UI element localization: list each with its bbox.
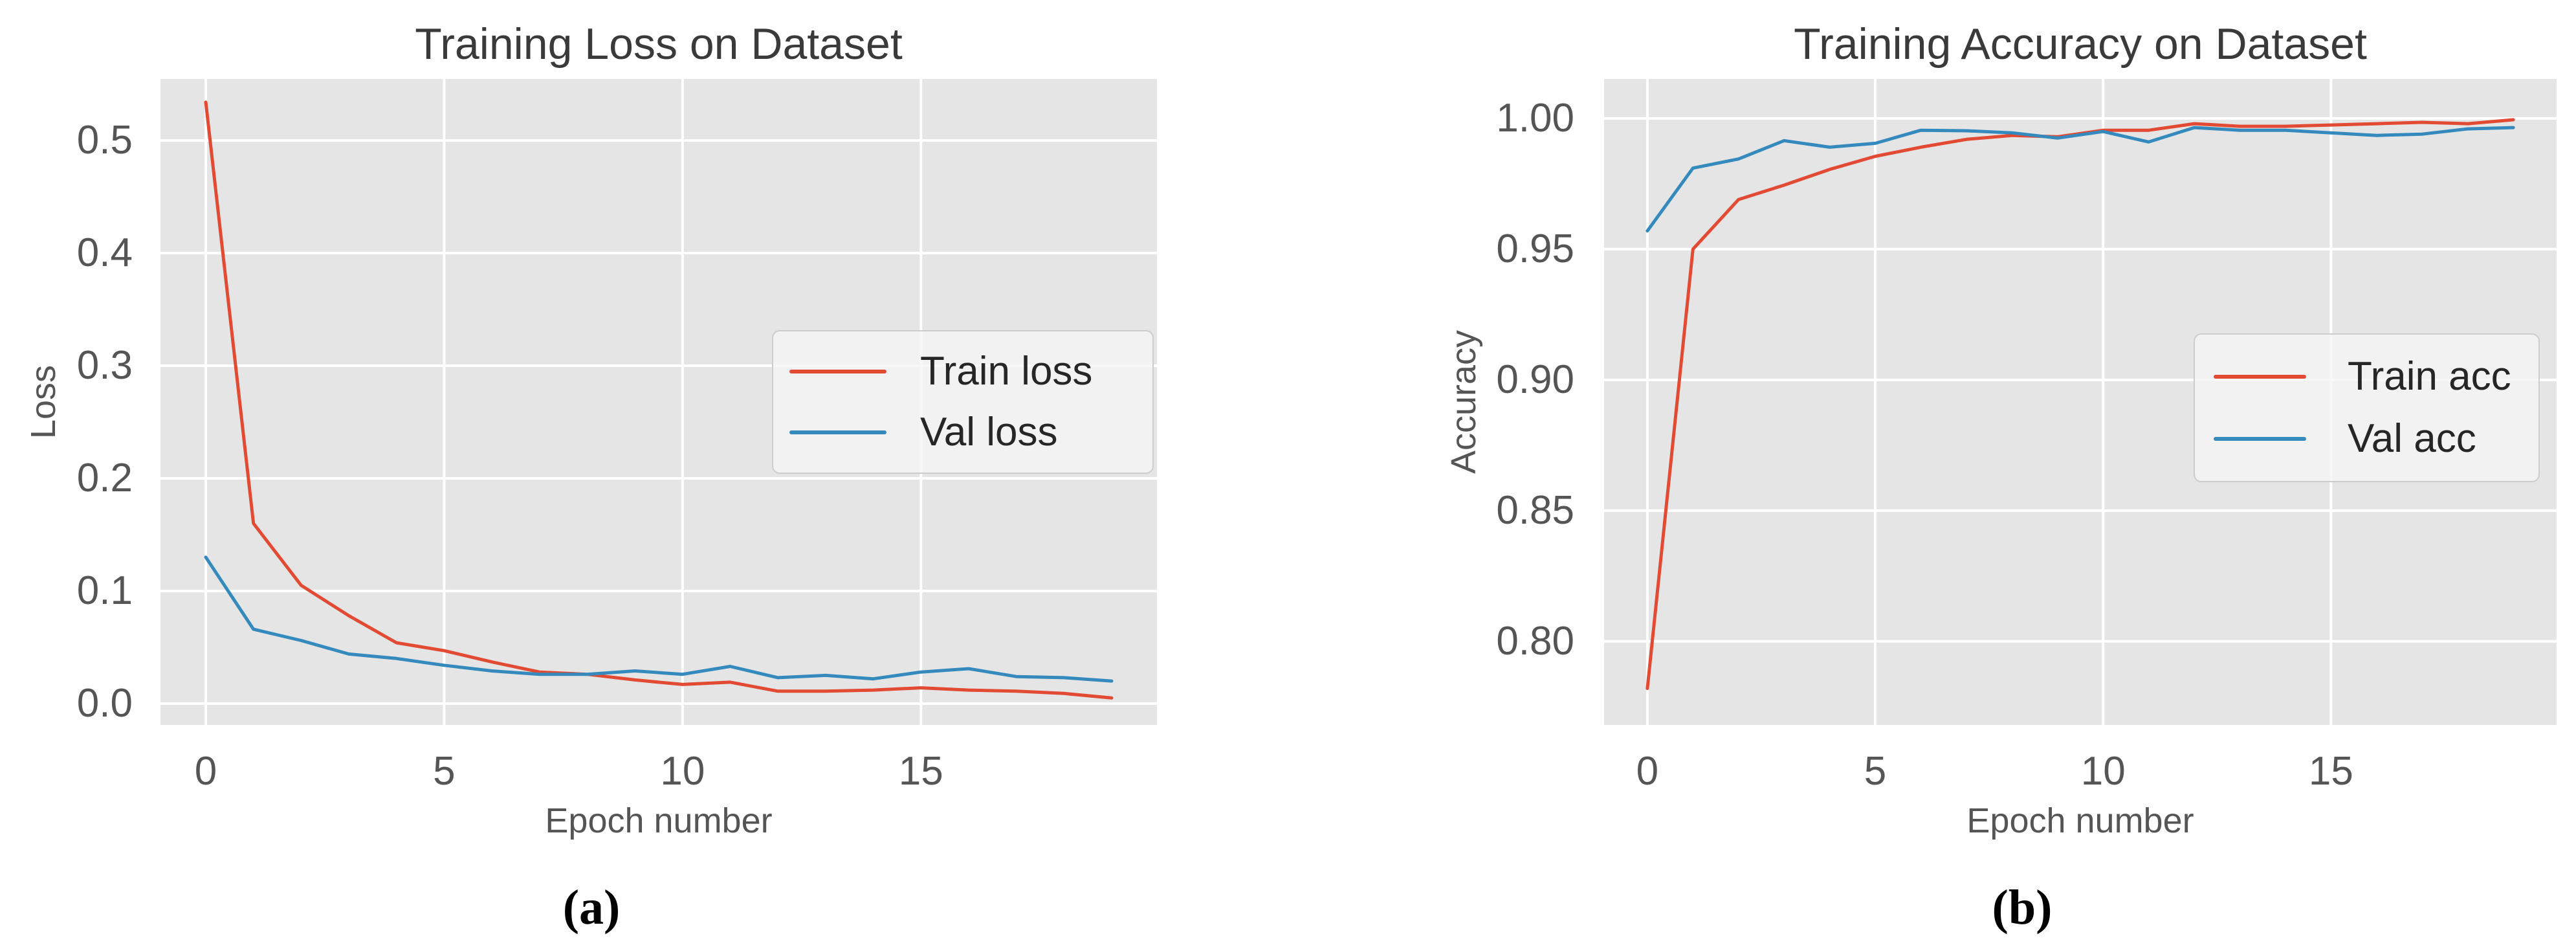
legend-label-val-acc: Val acc [2348,416,2476,461]
y-tick-label: 0.3 [76,342,133,388]
legend-label-train-loss: Train loss [920,349,1093,394]
x-tick-label: 15 [2308,749,2353,794]
y-tick-label: 0.85 [1496,487,1574,533]
x-tick-label: 10 [2080,749,2126,794]
train-loss-line-swatch [789,370,886,374]
x-tick-label: 5 [1864,749,1887,794]
plot-area [1604,79,2557,725]
y-tick-label: 0.0 [76,680,133,726]
subfigure-caption-b: (b) [1992,880,2053,935]
legend-label-val-loss: Val loss [920,409,1058,454]
subfigure-caption-a: (a) [562,880,621,935]
accuracy-plot-canvas [1604,79,2557,725]
val-acc-line-swatch [2214,437,2306,441]
x-tick-label: 0 [194,749,217,794]
x-tick-label: 10 [660,749,705,794]
chart-title: Training Loss on Dataset [415,19,903,69]
legend-row: Val loss [773,412,1152,452]
legend-row: Train loss [773,351,1152,392]
y-tick-label: 0.5 [76,117,133,162]
val-loss-line-swatch [789,430,886,434]
y-tick-label: 0.80 [1496,618,1574,663]
legend: Train loss Val loss [772,330,1154,474]
x-tick-label: 5 [433,749,456,794]
legend-row: Val acc [2195,419,2538,459]
legend: Train acc Val acc [2194,333,2540,482]
y-tick-label: 0.2 [76,455,133,500]
train-acc-line-swatch [2214,375,2306,379]
train-loss-line [204,100,1114,700]
val-loss-line [204,555,1114,683]
x-tick-label: 15 [898,749,943,794]
y-tick-label: 0.90 [1496,357,1574,402]
y-tick-label: 0.95 [1496,226,1574,271]
x-axis-label: Epoch number [1966,801,2194,840]
chart-title: Training Accuracy on Dataset [1794,19,2367,69]
legend-row: Train acc [2195,357,2538,397]
y-tick-label: 0.4 [76,230,133,275]
x-tick-label: 0 [1636,749,1659,794]
val-acc-line [1646,126,2515,233]
y-tick-label: 0.1 [76,568,133,613]
legend-label-train-acc: Train acc [2348,354,2511,399]
y-tick-label: 1.00 [1496,95,1574,140]
x-axis-label: Epoch number [545,801,773,840]
